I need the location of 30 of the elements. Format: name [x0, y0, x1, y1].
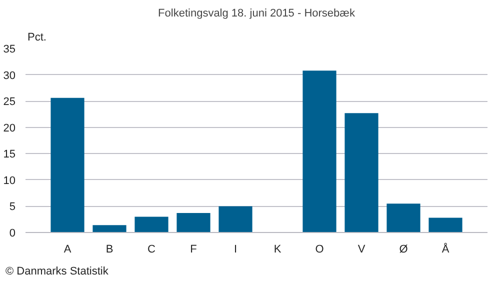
y-tick-label: 10 — [3, 174, 16, 187]
y-tick-label: 25 — [3, 96, 16, 108]
bar — [386, 204, 420, 232]
bar — [302, 70, 336, 232]
bar — [92, 225, 126, 232]
x-tick-label: O — [315, 244, 324, 256]
bar — [50, 98, 84, 232]
x-tick-label: C — [148, 244, 156, 256]
y-tick-label: 5 — [9, 201, 16, 214]
x-tick-label: Ø — [399, 244, 408, 256]
bar — [428, 218, 462, 232]
y-axis-title: Pct. — [28, 32, 46, 44]
text: © Danmarks Statistik — [6, 266, 109, 278]
x-tick-label: I — [234, 244, 238, 256]
chart-title: Folketingsvalg 18. juni 2015 - Horsebæk — [158, 8, 356, 20]
bar — [176, 213, 210, 232]
y-tick-label: 15 — [3, 148, 16, 161]
bar — [218, 206, 252, 232]
x-tick-label: F — [190, 244, 198, 256]
y-tick-label: 35 — [3, 44, 16, 56]
y-tick-label: 30 — [3, 70, 16, 82]
y-tick-label: 20 — [3, 122, 16, 134]
x-tick-label: K — [274, 244, 282, 256]
y-tick-label: 0 — [9, 228, 16, 240]
x-tick-label: V — [358, 244, 366, 256]
bar — [134, 216, 168, 232]
x-tick-label: B — [106, 244, 114, 256]
x-tick-label: A — [64, 244, 72, 256]
x-tick-label: Å — [442, 242, 450, 256]
bar — [344, 113, 378, 232]
